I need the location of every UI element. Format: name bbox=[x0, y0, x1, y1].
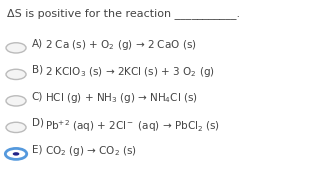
Text: B): B) bbox=[32, 65, 43, 75]
Circle shape bbox=[6, 122, 26, 133]
Text: A): A) bbox=[32, 38, 43, 48]
Text: 2 Ca (s) + O$_2$ (g) → 2 CaO (s): 2 Ca (s) + O$_2$ (g) → 2 CaO (s) bbox=[45, 38, 197, 52]
Circle shape bbox=[6, 96, 26, 106]
Text: ΔS is positive for the reaction ___________.: ΔS is positive for the reaction ________… bbox=[7, 9, 240, 19]
Text: C): C) bbox=[32, 91, 43, 101]
Circle shape bbox=[5, 148, 27, 159]
Text: HCl (g) + NH$_3$ (g) → NH$_4$Cl (s): HCl (g) + NH$_3$ (g) → NH$_4$Cl (s) bbox=[45, 91, 198, 106]
Circle shape bbox=[6, 69, 26, 80]
Text: CO$_2$ (g) → CO$_2$ (s): CO$_2$ (g) → CO$_2$ (s) bbox=[45, 144, 137, 159]
Circle shape bbox=[13, 152, 19, 156]
Text: Pb$^{+2}$ (aq) + 2Cl$^-$ (aq) → PbCl$_2$ (s): Pb$^{+2}$ (aq) + 2Cl$^-$ (aq) → PbCl$_2$… bbox=[45, 118, 220, 134]
Text: D): D) bbox=[32, 118, 44, 128]
Circle shape bbox=[6, 43, 26, 53]
Text: E): E) bbox=[32, 144, 42, 154]
Text: 2 KClO$_3$ (s) → 2KCl (s) + 3 O$_2$ (g): 2 KClO$_3$ (s) → 2KCl (s) + 3 O$_2$ (g) bbox=[45, 65, 215, 79]
